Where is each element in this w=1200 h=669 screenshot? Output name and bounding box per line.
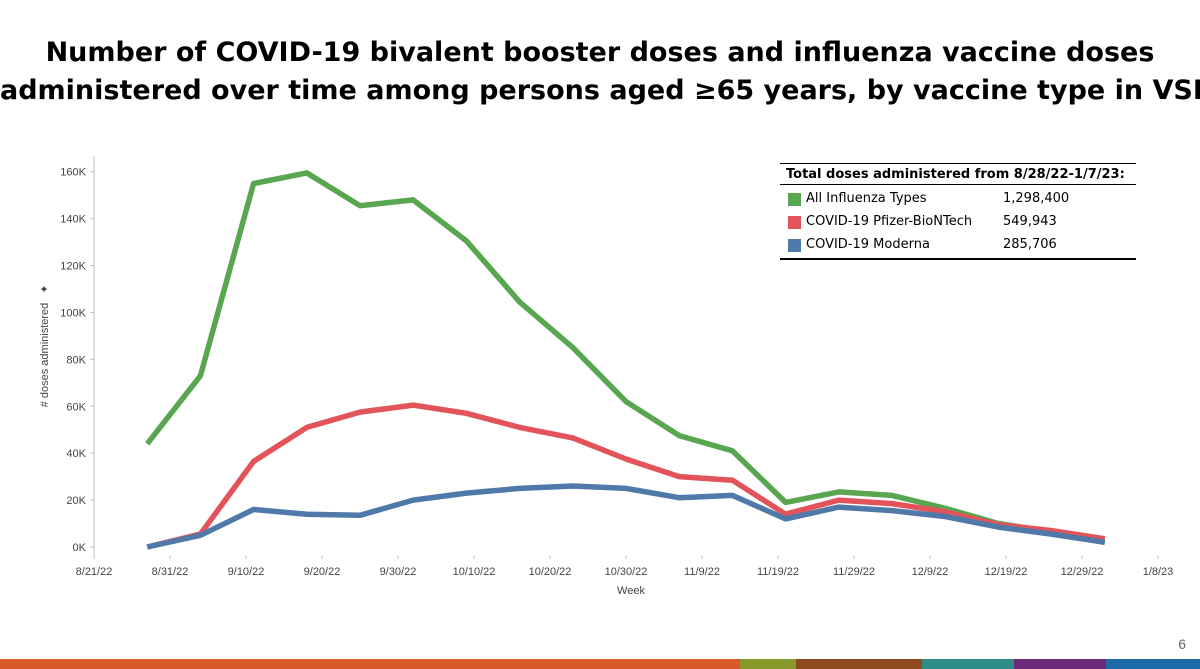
legend-row-pfizer: COVID-19 Pfizer-BioNTech 549,943	[780, 210, 1136, 233]
series-line-covid-19-pfizer-biontech	[146, 402, 1106, 550]
footer-segment	[740, 659, 796, 669]
footer-segment	[796, 659, 922, 669]
y-tick-label: 20K	[66, 495, 86, 507]
x-tick-label: 11/29/22	[833, 566, 875, 578]
legend-name: COVID-19 Moderna	[806, 237, 930, 252]
page-number: 6	[1178, 636, 1186, 652]
x-tick-label: 11/9/22	[684, 566, 720, 578]
x-tick-label: 10/30/22	[605, 566, 648, 578]
slide-title: Number of COVID-19 bivalent booster dose…	[0, 34, 1200, 110]
y-tick-label: 60K	[66, 401, 86, 413]
slide-title-line-2: administered over time among persons age…	[0, 75, 1200, 106]
y-tick-label: 160K	[60, 167, 86, 179]
legend-header: Total doses administered from 8/28/22-1/…	[780, 163, 1136, 185]
x-tick-label: 12/19/22	[985, 566, 1028, 578]
legend-name: COVID-19 Pfizer-BioNTech	[806, 214, 973, 229]
x-axis-label: Week	[617, 585, 645, 597]
legend-swatch-influenza	[788, 193, 801, 206]
series-line-all-influenza-types	[145, 170, 1106, 545]
x-tick-label: 8/31/22	[152, 566, 189, 578]
legend-name: All Influenza Types	[806, 191, 927, 206]
legend-table: Total doses administered from 8/28/22-1/…	[780, 163, 1136, 260]
chart-series	[145, 170, 1106, 550]
x-tick-label: 1/8/23	[1143, 566, 1174, 578]
x-tick-label: 10/10/22	[453, 566, 496, 578]
y-tick-label: 0K	[73, 542, 87, 554]
legend-swatch-moderna	[788, 239, 801, 252]
footer-segment	[1014, 659, 1106, 669]
y-axis-label: # doses administered	[39, 303, 51, 408]
x-tick-label: 10/20/22	[529, 566, 572, 578]
legend-row-influenza: All Influenza Types 1,298,400	[780, 187, 1136, 210]
legend-total: 285,706	[1003, 237, 1057, 252]
legend-swatch-pfizer	[788, 216, 801, 229]
footer-segment	[0, 659, 740, 669]
x-tick-label: 9/20/22	[304, 566, 341, 578]
x-tick-label: 9/10/22	[228, 566, 265, 578]
footer-color-band	[0, 659, 1200, 669]
legend-row-moderna: COVID-19 Moderna 285,706	[780, 233, 1136, 256]
legend-total: 549,943	[1003, 214, 1057, 229]
series-line-covid-19-moderna	[146, 483, 1106, 550]
x-tick-label: 11/19/22	[757, 566, 799, 578]
legend-rows: All Influenza Types 1,298,400 COVID-19 P…	[780, 185, 1136, 260]
y-tick-label: 80K	[66, 354, 86, 366]
y-tick-label: 100K	[60, 307, 86, 319]
y-tick-label: 140K	[60, 214, 86, 226]
legend-total: 1,298,400	[1003, 191, 1070, 206]
x-tick-label: 9/30/22	[380, 566, 417, 578]
x-tick-label: 12/29/22	[1061, 566, 1104, 578]
slide-title-line-1: Number of COVID-19 bivalent booster dose…	[45, 37, 1155, 68]
y-tick-label: 40K	[66, 448, 86, 460]
y-axis-label-marker-icon: ✦	[39, 284, 51, 293]
footer-segment	[922, 659, 1014, 669]
y-tick-label: 120K	[60, 261, 86, 273]
x-tick-label: 12/9/22	[912, 566, 949, 578]
x-tick-label: 8/21/22	[76, 566, 113, 578]
footer-segment	[1106, 659, 1200, 669]
chart-axes: 0K 20K 40K 60K 80K 100K 120K 140K 160K 8/21/22 8/3…	[60, 156, 1173, 578]
